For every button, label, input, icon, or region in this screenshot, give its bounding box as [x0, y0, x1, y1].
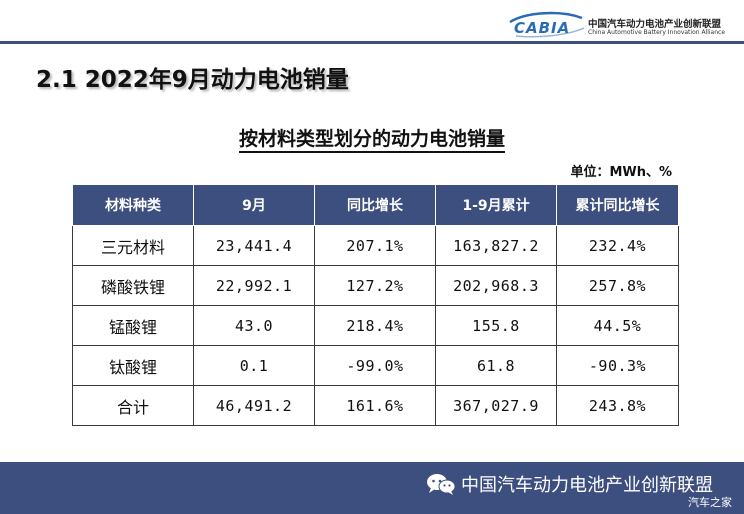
- footer-org-name: 中国汽车动力电池产业创新联盟: [461, 475, 713, 496]
- table-row: 三元材料 23,441.4 207.1% 163,827.2 232.4%: [72, 225, 679, 266]
- col-header-ytd: 1-9月累计: [435, 184, 557, 226]
- cell-september: 43.0: [193, 305, 315, 346]
- table-title-wrap: 按材料类型划分的动力电池销量: [0, 124, 744, 153]
- cell-material: 合计: [72, 385, 194, 426]
- cell-ytd: 155.8: [435, 305, 557, 346]
- cell-ytd: 367,027.9: [435, 385, 557, 426]
- cell-material: 锰酸锂: [72, 305, 194, 346]
- cell-ytd-yoy: 232.4%: [556, 225, 679, 266]
- cell-yoy: -99.0%: [314, 345, 436, 386]
- cell-ytd-yoy: 257.8%: [556, 265, 679, 306]
- col-header-september: 9月: [193, 184, 315, 226]
- header-rule: [0, 41, 744, 44]
- unit-label: 单位：MWh、%: [570, 165, 672, 180]
- footer-bar: 中国汽车动力电池产业创新联盟 汽车之家: [0, 462, 744, 514]
- autohome-watermark: 汽车之家: [688, 496, 732, 509]
- col-header-ytd-yoy: 累计同比增长: [556, 184, 679, 226]
- table-row: 钛酸锂 0.1 -99.0% 61.8 -90.3%: [72, 345, 679, 386]
- cell-ytd-yoy: -90.3%: [556, 345, 679, 386]
- col-header-yoy: 同比增长: [314, 184, 436, 226]
- table-title: 按材料类型划分的动力电池销量: [238, 128, 505, 153]
- table-header-row: 材料种类 9月 同比增长 1-9月累计 累计同比增长: [72, 184, 679, 226]
- cell-ytd: 61.8: [435, 345, 557, 386]
- cell-material: 钛酸锂: [72, 345, 194, 386]
- cell-september: 46,491.2: [193, 385, 315, 426]
- cell-yoy: 127.2%: [314, 265, 436, 306]
- table-row: 锰酸锂 43.0 218.4% 155.8 44.5%: [72, 305, 679, 346]
- cell-september: 22,992.1: [193, 265, 315, 306]
- org-name-cn: 中国汽车动力电池产业创新联盟: [588, 19, 722, 30]
- cell-material: 磷酸铁锂: [72, 265, 194, 306]
- cell-september: 23,441.4: [193, 225, 315, 266]
- sales-table: 材料种类 9月 同比增长 1-9月累计 累计同比增长 三元材料 23,441.4…: [72, 184, 679, 426]
- table-row: 磷酸铁锂 22,992.1 127.2% 202,968.3 257.8%: [72, 265, 679, 306]
- logo-wordmark: CABIA: [514, 19, 571, 37]
- cell-yoy: 207.1%: [314, 225, 436, 266]
- table-total-row: 合计 46,491.2 161.6% 367,027.9 243.8%: [72, 385, 679, 426]
- wechat-icon: [427, 474, 456, 495]
- logo-swoosh-icon: [509, 11, 585, 38]
- cell-ytd-yoy: 243.8%: [556, 385, 679, 426]
- cell-ytd: 163,827.2: [435, 225, 557, 266]
- cell-yoy: 161.6%: [314, 385, 436, 426]
- col-header-material: 材料种类: [72, 184, 194, 226]
- cell-material: 三元材料: [72, 225, 194, 266]
- cell-ytd: 202,968.3: [435, 265, 557, 306]
- cell-september: 0.1: [193, 345, 315, 386]
- cell-ytd-yoy: 44.5%: [556, 305, 679, 346]
- section-title: 2.1 2022年9月动力电池销量: [36, 67, 349, 93]
- cell-yoy: 218.4%: [314, 305, 436, 346]
- cabia-logo: CABIA 中国汽车动力电池产业创新联盟 China Automotive Ba…: [506, 10, 744, 40]
- org-name-en: China Automotive Battery Innovation Alli…: [588, 29, 726, 36]
